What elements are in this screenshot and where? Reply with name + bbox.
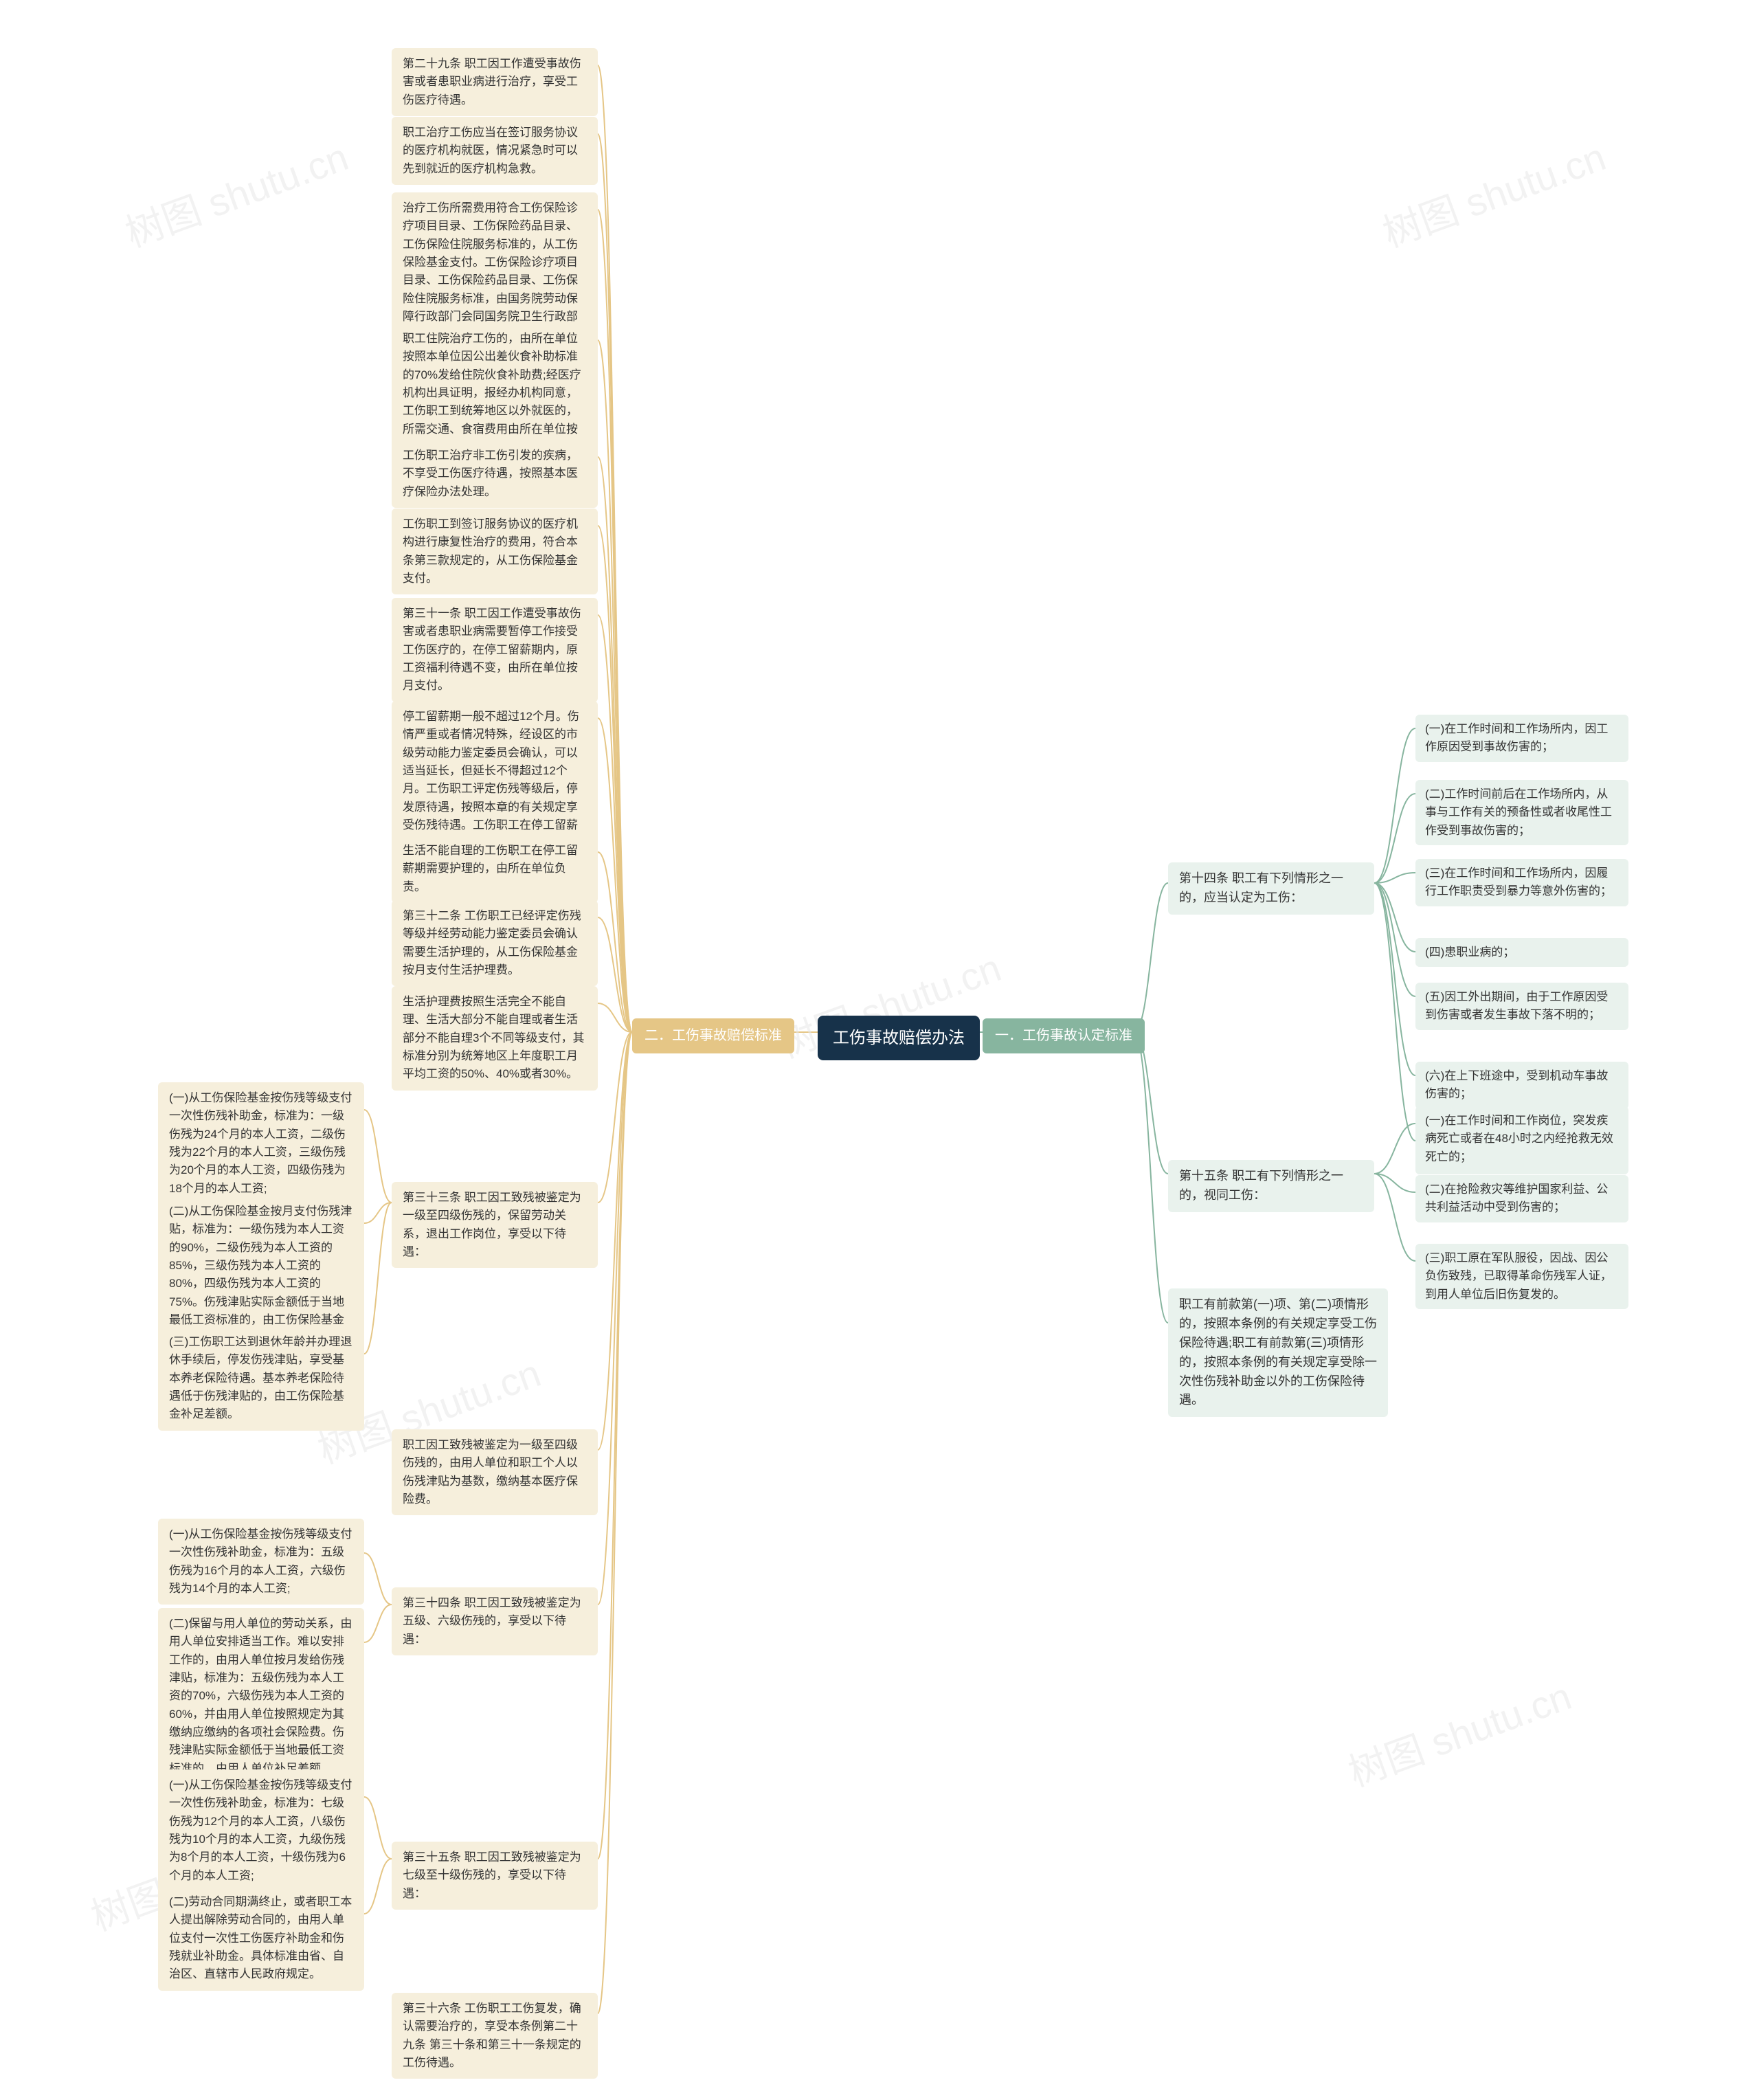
article-33-item: (一)从工伤保险基金按伤残等级支付一次性伤残补助金，标准为：一级伤残为24个月的…	[158, 1082, 364, 1205]
left-item: 工伤职工到签订服务协议的医疗机构进行康复性治疗的费用，符合本条第三款规定的，从工…	[392, 509, 598, 594]
left-item: 第三十一条 职工因工作遭受事故伤害或者患职业病需要暂停工作接受工伤医疗的，在停工…	[392, 598, 598, 702]
article-14-item: (二)工作时间前后在工作场所内，从事与工作有关的预备性或者收尾性工作受到事故伤害…	[1415, 780, 1628, 845]
left-item: 生活护理费按照生活完全不能自理、生活大部分不能自理或者生活部分不能自理3个不同等…	[392, 986, 598, 1091]
left-item: 工伤职工治疗非工伤引发的疾病，不享受工伤医疗待遇，按照基本医疗保险办法处理。	[392, 440, 598, 508]
watermark: 树图 shutu.cn	[1340, 1666, 1578, 1798]
article-35: 第三十五条 职工因工致残被鉴定为七级至十级伤残的，享受以下待遇：	[392, 1842, 598, 1910]
article-15: 第十五条 职工有下列情形之一的，视同工伤：	[1168, 1160, 1374, 1212]
article-36: 第三十六条 工伤职工工伤复发，确认需要治疗的，享受本条例第二十九条 第三十条和第…	[392, 1993, 598, 2079]
article-15-item: (二)在抢险救灾等维护国家利益、公共利益活动中受到伤害的；	[1415, 1175, 1628, 1222]
article-14-item: (四)患职业病的；	[1415, 938, 1628, 967]
article-14-item: (五)因工外出期间，由于工作原因受到伤害或者发生事故下落不明的；	[1415, 983, 1628, 1030]
article-33b: 职工因工致残被鉴定为一级至四级伤残的，由用人单位和职工个人以伤残津贴为基数，缴纳…	[392, 1429, 598, 1515]
article-14-item: (三)在工作时间和工作场所内，因履行工作职责受到暴力等意外伤害的；	[1415, 859, 1628, 906]
watermark: 树图 shutu.cn	[1374, 126, 1613, 258]
article-33-item: (三)工伤职工达到退休年龄并办理退休手续后，停发伤残津贴，享受基本养老保险待遇。…	[158, 1326, 364, 1431]
article-15-item: (一)在工作时间和工作岗位，突发疾病死亡或者在48小时之内经抢救无效死亡的；	[1415, 1106, 1628, 1172]
article-33: 第三十三条 职工因工致残被鉴定为一级至四级伤残的，保留劳动关系，退出工作岗位，享…	[392, 1182, 598, 1268]
watermark: 树图 shutu.cn	[117, 126, 355, 258]
article-34-item: (二)保留与用人单位的劳动关系，由用人单位安排适当工作。难以安排工作的，由用人单…	[158, 1608, 364, 1785]
article-14-item: (六)在上下班途中，受到机动车事故伤害的；	[1415, 1062, 1628, 1109]
article-35-item: (二)劳动合同期满终止，或者职工本人提出解除劳动合同的，由用人单位支付一次性工伤…	[158, 1886, 364, 1991]
left-item: 第三十二条 工伤职工已经评定伤残等级并经劳动能力鉴定委员会确认需要生活护理的，从…	[392, 900, 598, 986]
article-15-item: (三)职工原在军队服役，因战、因公负伤致残，已取得革命伤残军人证，到用人单位后旧…	[1415, 1244, 1628, 1309]
article-34-item: (一)从工伤保险基金按伤残等级支付一次性伤残补助金，标准为：五级伤残为16个月的…	[158, 1519, 364, 1605]
article-14: 第十四条 职工有下列情形之一的，应当认定为工伤：	[1168, 862, 1374, 915]
left-item: 第二十九条 职工因工作遭受事故伤害或者患职业病进行治疗，享受工伤医疗待遇。	[392, 48, 598, 116]
root-node: 工伤事故赔偿办法	[818, 1016, 980, 1060]
left-item: 职工治疗工伤应当在签订服务协议的医疗机构就医，情况紧急时可以先到就近的医疗机构急…	[392, 117, 598, 185]
article-14-item: (一)在工作时间和工作场所内，因工作原因受到事故伤害的；	[1415, 715, 1628, 762]
left-item: 生活不能自理的工伤职工在停工留薪期需要护理的，由所在单位负责。	[392, 835, 598, 903]
branch-left: 二．工伤事故赔偿标准	[632, 1018, 794, 1053]
article-34: 第三十四条 职工因工致残被鉴定为五级、六级伤残的，享受以下待遇：	[392, 1587, 598, 1655]
right-tail: 职工有前款第(一)项、第(二)项情形的，按照本条例的有关规定享受工伤保险待遇;职…	[1168, 1288, 1388, 1417]
article-35-item: (一)从工伤保险基金按伤残等级支付一次性伤残补助金，标准为：七级伤残为12个月的…	[158, 1769, 364, 1892]
branch-right: 一．工伤事故认定标准	[983, 1018, 1145, 1053]
